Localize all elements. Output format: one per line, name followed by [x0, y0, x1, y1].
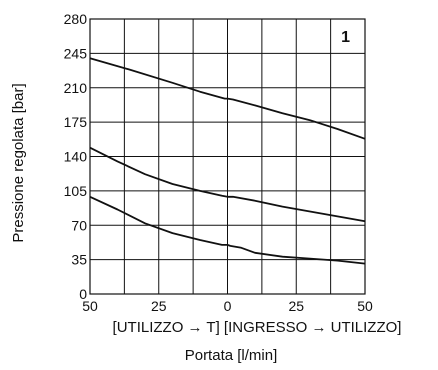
x-tick-labels: 50 25 0 25 50	[82, 298, 373, 314]
series-group	[89, 57, 366, 265]
series-line-1	[89, 57, 366, 140]
chart-badge: 1	[341, 29, 350, 46]
y-tick-label: 245	[64, 45, 88, 61]
grid	[89, 18, 366, 295]
y-tick-label: 105	[64, 183, 88, 199]
y-tick-label: 175	[64, 114, 88, 130]
x-tick-label: 50	[82, 298, 98, 314]
series-line-2	[89, 146, 366, 223]
y-tick-label: 0	[79, 286, 87, 302]
y-tick-label: 70	[71, 217, 87, 233]
x-axis-label: Portata [l/min]	[185, 347, 278, 364]
y-tick-label: 280	[64, 11, 88, 27]
series-line-3	[89, 195, 366, 265]
y-tick-labels: 0 35 70 105 140 175 210 245 280	[64, 11, 88, 302]
y-tick-label: 210	[64, 80, 88, 96]
x-tick-label: 0	[224, 298, 232, 314]
plot-frame	[89, 18, 366, 295]
y-axis-label: Pressione regolata [bar]	[10, 83, 27, 242]
y-tick-label: 140	[64, 149, 88, 165]
x-tick-label: 50	[357, 298, 373, 314]
x-tick-label: 25	[151, 298, 167, 314]
y-tick-label: 35	[71, 252, 87, 268]
x-tick-label: 25	[288, 298, 304, 314]
x-axis-sublabel: [UTILIZZO → T] [INGRESSO → UTILIZZO]	[113, 319, 402, 336]
